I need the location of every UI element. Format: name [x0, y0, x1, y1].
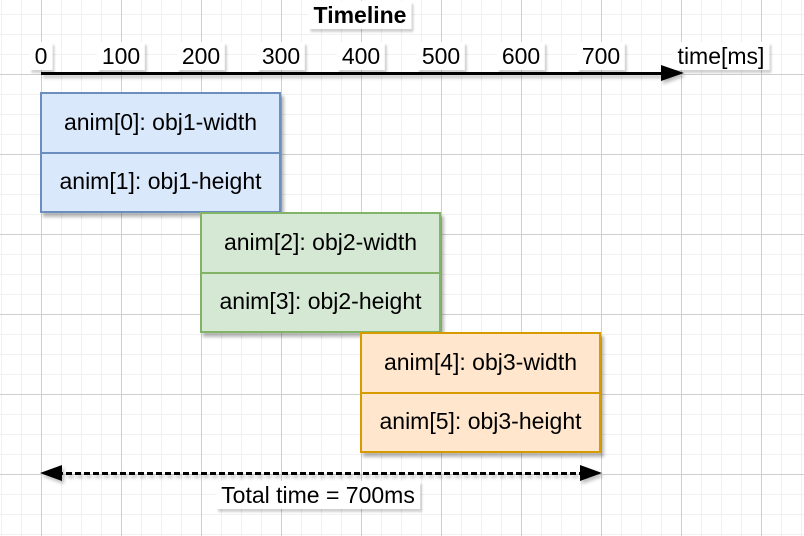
- anim-bar-0: anim[0]: obj1-width: [42, 94, 279, 152]
- axis-tick-200: 200: [176, 42, 226, 70]
- axis-unit-label: time[ms]: [672, 42, 770, 70]
- axis-tick-400: 400: [336, 42, 386, 70]
- anim-bar-4: anim[4]: obj3-width: [362, 334, 599, 392]
- anim-bar-1: anim[1]: obj1-height: [42, 151, 279, 210]
- anim-bar-5: anim[5]: obj3-height: [362, 391, 599, 450]
- anim-bar-2: anim[2]: obj2-width: [202, 214, 439, 272]
- anim-bar-5-label: anim[5]: obj3-height: [379, 407, 582, 434]
- axis-tick-700: 700: [576, 42, 626, 70]
- arrowhead-left-icon: [40, 465, 62, 481]
- anim-bar-2-label: anim[2]: obj2-width: [223, 229, 418, 256]
- axis-tick-500: 500: [416, 42, 466, 70]
- axis-tick-600: 600: [496, 42, 546, 70]
- axis-arrowhead-icon: [661, 65, 684, 81]
- anim-bar-3-label: anim[3]: obj2-height: [219, 287, 422, 314]
- axis-tick-300: 300: [256, 42, 306, 70]
- page-title: Timeline: [308, 1, 412, 29]
- axis-tick-100: 100: [96, 42, 146, 70]
- anim-bar-3: anim[3]: obj2-height: [202, 271, 439, 330]
- total-time-label: Total time = 700ms: [216, 481, 420, 509]
- anim-bar-1-label: anim[1]: obj1-height: [59, 167, 262, 194]
- anim-bar-4-label: anim[4]: obj3-width: [383, 349, 578, 376]
- axis-tick-0: 0: [29, 42, 53, 70]
- anim-group-obj2: anim[2]: obj2-width anim[3]: obj2-height: [200, 212, 441, 333]
- anim-bar-0-label: anim[0]: obj1-width: [63, 109, 258, 136]
- arrowhead-right-icon: [580, 465, 602, 481]
- total-duration-dash-line: [57, 472, 585, 475]
- anim-group-obj1: anim[0]: obj1-width anim[1]: obj1-height: [40, 92, 281, 213]
- anim-group-obj3: anim[4]: obj3-width anim[5]: obj3-height: [360, 332, 601, 453]
- time-axis-line: [41, 72, 668, 75]
